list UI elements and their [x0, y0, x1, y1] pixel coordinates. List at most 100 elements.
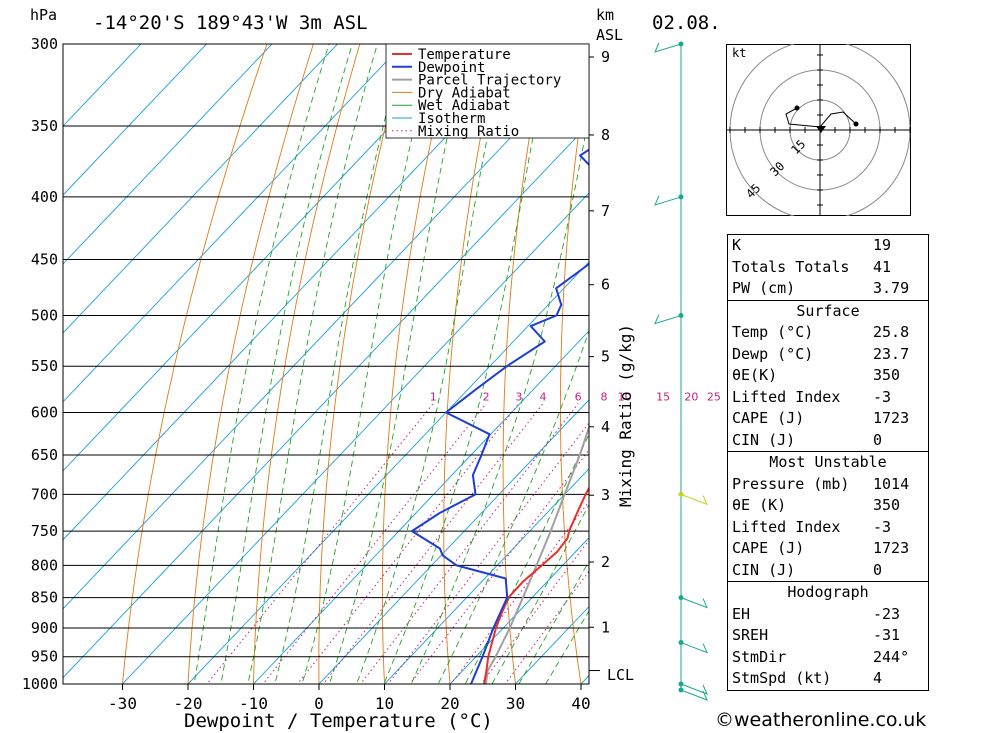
row-key: Temp (°C): [732, 323, 814, 341]
table-row: Pressure (mb) 1014: [728, 474, 928, 496]
wind-barb: [654, 314, 682, 325]
x-tick-label: -30: [108, 694, 137, 713]
isotherm-line: [63, 44, 273, 265]
row-key: θE(K): [732, 366, 778, 384]
table-row: Totals Totals 41: [728, 257, 928, 279]
legend-entry: Temperature: [418, 47, 511, 63]
row-value: 25.8: [873, 323, 910, 341]
wind-profile: [654, 41, 708, 701]
table-row: Dewp (°C) 23.7: [728, 344, 928, 366]
km-tick-label: 6: [601, 276, 610, 294]
most-unstable-title: Most Unstable: [769, 453, 887, 471]
wet-adiabat-line: [328, 44, 469, 684]
row-key: SREH: [732, 626, 769, 644]
mixing-ratio-label: 10: [618, 391, 632, 404]
isotherm-line: [63, 44, 339, 334]
row-key: θE (K): [732, 496, 787, 514]
isotherm-line: [63, 123, 589, 679]
row-value: -3: [873, 517, 892, 536]
height-tick-labels: 1 2 3 4 5 6 7 8 9: [589, 48, 610, 672]
pressure-tick-label: 800: [31, 556, 58, 574]
legend-entry: Parcel Trajectory: [418, 73, 561, 89]
parcel-trajectory-line: [484, 424, 589, 684]
wet-adiabat-line: [274, 44, 405, 684]
row-key: Dewp (°C): [732, 344, 814, 363]
legend-box: [385, 43, 590, 139]
wind-barb: [654, 195, 682, 206]
wet-adiabat-line: [356, 44, 508, 684]
surface-title: Surface: [796, 301, 860, 320]
pressure-tick-label: 750: [31, 522, 58, 540]
wind-barb: [680, 493, 708, 506]
row-key: StmDir: [732, 647, 787, 666]
row-key: PW (cm): [732, 279, 796, 297]
isotherm-line: [63, 44, 535, 541]
pressure-tick-label: 350: [31, 117, 58, 135]
mixing-ratio-line: [262, 403, 487, 684]
table-row: θE(K) 350: [728, 365, 928, 387]
x-tick-label: 0: [314, 694, 324, 713]
hodograph-point: [794, 105, 800, 111]
height-unit: km: [596, 6, 614, 24]
mixing-ratio-label: 6: [575, 391, 582, 404]
row-value: 244°: [873, 647, 910, 666]
row-value: -23: [873, 604, 901, 623]
row-value: 19: [873, 236, 892, 254]
datetime-title: 02.08.2022 06GMT (Base: 12): [652, 12, 720, 34]
row-key: CAPE (J): [732, 539, 805, 557]
mixing-ratio-label: 25: [707, 391, 720, 404]
skewt-chart: hPa -14°20'S 189°43'W 3m ASL km ASL 02.0…: [22, 6, 720, 732]
wet-adiabat-line: [247, 44, 378, 684]
isotherm-line: [63, 44, 142, 127]
hodograph-title: Hodograph: [787, 583, 869, 601]
mixing-ratio-label: 4: [539, 391, 546, 404]
isotherm-line: [318, 399, 589, 684]
mixing-ratio-line: [206, 403, 434, 684]
isotherm-line: [449, 537, 589, 684]
height-unit-asl: ASL: [596, 26, 623, 44]
table-row: K 19: [728, 235, 928, 257]
mixing-ratio-label: 8: [601, 391, 608, 404]
mixing-ratio-line: [359, 403, 579, 684]
isotherm-line: [63, 54, 589, 610]
wet-adiabat-line: [437, 329, 589, 684]
row-key: Pressure (mb): [732, 474, 850, 493]
wet-adiabat-line: [220, 44, 353, 684]
row-value: 1723: [873, 409, 910, 427]
table-row: Lifted Index -3: [728, 387, 928, 409]
isotherm-line: [63, 44, 404, 403]
mixing-ratio-label: 3: [515, 391, 522, 404]
temperature-line: [483, 486, 589, 684]
x-tick-label: 30: [506, 694, 525, 713]
grid-lines: [63, 26, 718, 710]
table-row: StmSpd (kt) 4: [728, 668, 928, 690]
row-key: CAPE (J): [732, 409, 805, 427]
table-row: CIN (J) 0: [728, 430, 928, 452]
table-row: EH -23: [728, 604, 928, 626]
dry-adiabat-line: [670, 26, 718, 710]
row-key: K: [732, 236, 742, 254]
mixing-ratio-line: [409, 449, 589, 684]
x-tick-label: 40: [571, 694, 590, 713]
x-axis-label: Dewpoint / Temperature (°C): [184, 710, 493, 732]
row-key: EH: [732, 604, 751, 623]
row-key: Lifted Index: [732, 517, 841, 536]
mixing-ratio-label: 1: [430, 391, 437, 404]
surface-section: Surface Temp (°C) 25.8 Dewp (°C) 23.7 θE(K) 3…: [728, 299, 928, 452]
hodograph-rings: [727, 44, 911, 216]
legend-entry: Mixing Ratio: [418, 124, 519, 140]
mixing-ratio-line: [387, 422, 589, 684]
row-key: Lifted Index: [732, 387, 841, 406]
row-value: 23.7: [873, 344, 910, 363]
pressure-tick-label: 400: [31, 188, 58, 206]
row-value: 41: [873, 257, 892, 276]
km-tick-label: 9: [601, 48, 610, 66]
dry-adiabat-line: [122, 44, 268, 684]
table-row: Temp (°C) 25.8: [728, 322, 928, 344]
row-value: 0: [873, 430, 883, 449]
table-row: θE (K) 350: [728, 495, 928, 517]
pressure-unit: hPa: [30, 6, 57, 24]
pressure-tick-label: 850: [31, 589, 58, 607]
hodograph-unit: kt: [732, 46, 746, 60]
table-row: CAPE (J) 1723: [728, 408, 928, 430]
